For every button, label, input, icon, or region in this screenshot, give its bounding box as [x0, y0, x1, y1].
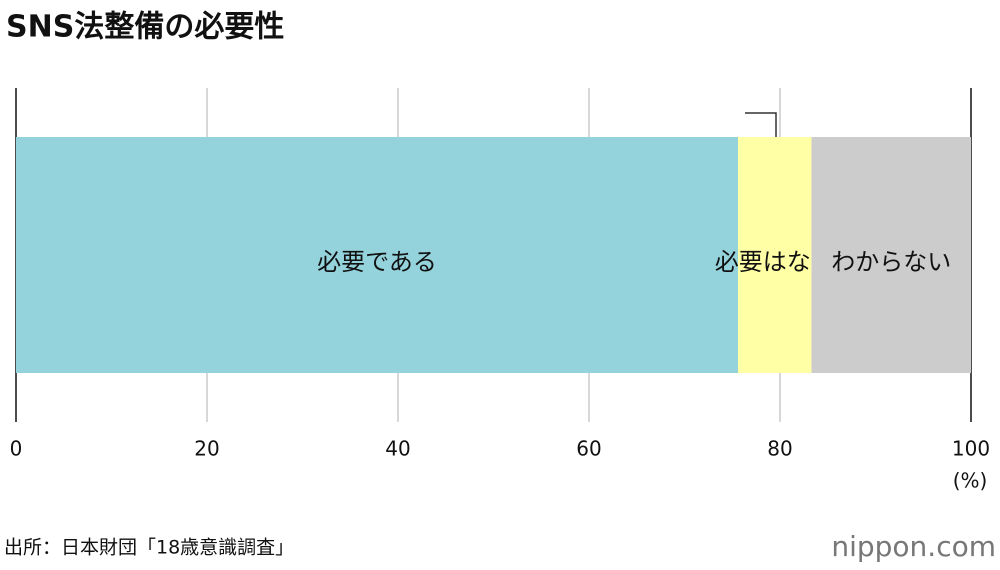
x-tick-label: 80 — [767, 437, 792, 461]
segment-label: 必要である — [317, 248, 437, 276]
x-tick-label: 60 — [576, 437, 601, 461]
chart-title: SNS法整備の必要性 — [6, 10, 284, 45]
bar-segment — [16, 137, 738, 373]
leader-line — [745, 112, 777, 137]
segment-label: わからない — [831, 248, 951, 276]
x-tick-label: 20 — [194, 437, 219, 461]
x-tick-label: 100 — [952, 437, 990, 461]
x-tick-label: 40 — [385, 437, 410, 461]
bar-segment — [737, 137, 812, 373]
bar-segment — [811, 137, 971, 373]
x-axis-unit: (%) — [953, 469, 988, 493]
logo: nippon.com — [831, 530, 996, 563]
source-note: 出所：日本財団「18歳意識調査」 — [4, 537, 294, 559]
x-tick-label: 0 — [10, 437, 23, 461]
